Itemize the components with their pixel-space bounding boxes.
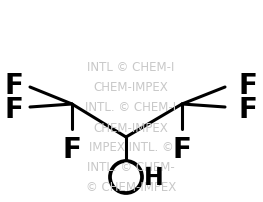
Text: INTL. © CHEM-: INTL. © CHEM- [87, 161, 175, 174]
Text: F: F [239, 96, 257, 123]
Text: F: F [173, 135, 191, 163]
Text: INTL © CHEM-I: INTL © CHEM-I [87, 61, 175, 74]
Text: CHEM-IMPEX: CHEM-IMPEX [94, 121, 168, 134]
Text: INTL. © CHEM-I: INTL. © CHEM-I [85, 101, 176, 114]
Text: F: F [63, 135, 82, 163]
Text: IMPEX INTL. ©: IMPEX INTL. © [89, 141, 173, 154]
Text: F: F [4, 96, 23, 123]
Text: CHEM-IMPEX: CHEM-IMPEX [94, 81, 168, 94]
Text: F: F [4, 72, 23, 100]
Text: H: H [144, 165, 164, 189]
Text: © CHEM-IMPEX: © CHEM-IMPEX [86, 181, 176, 194]
Text: F: F [239, 72, 257, 100]
